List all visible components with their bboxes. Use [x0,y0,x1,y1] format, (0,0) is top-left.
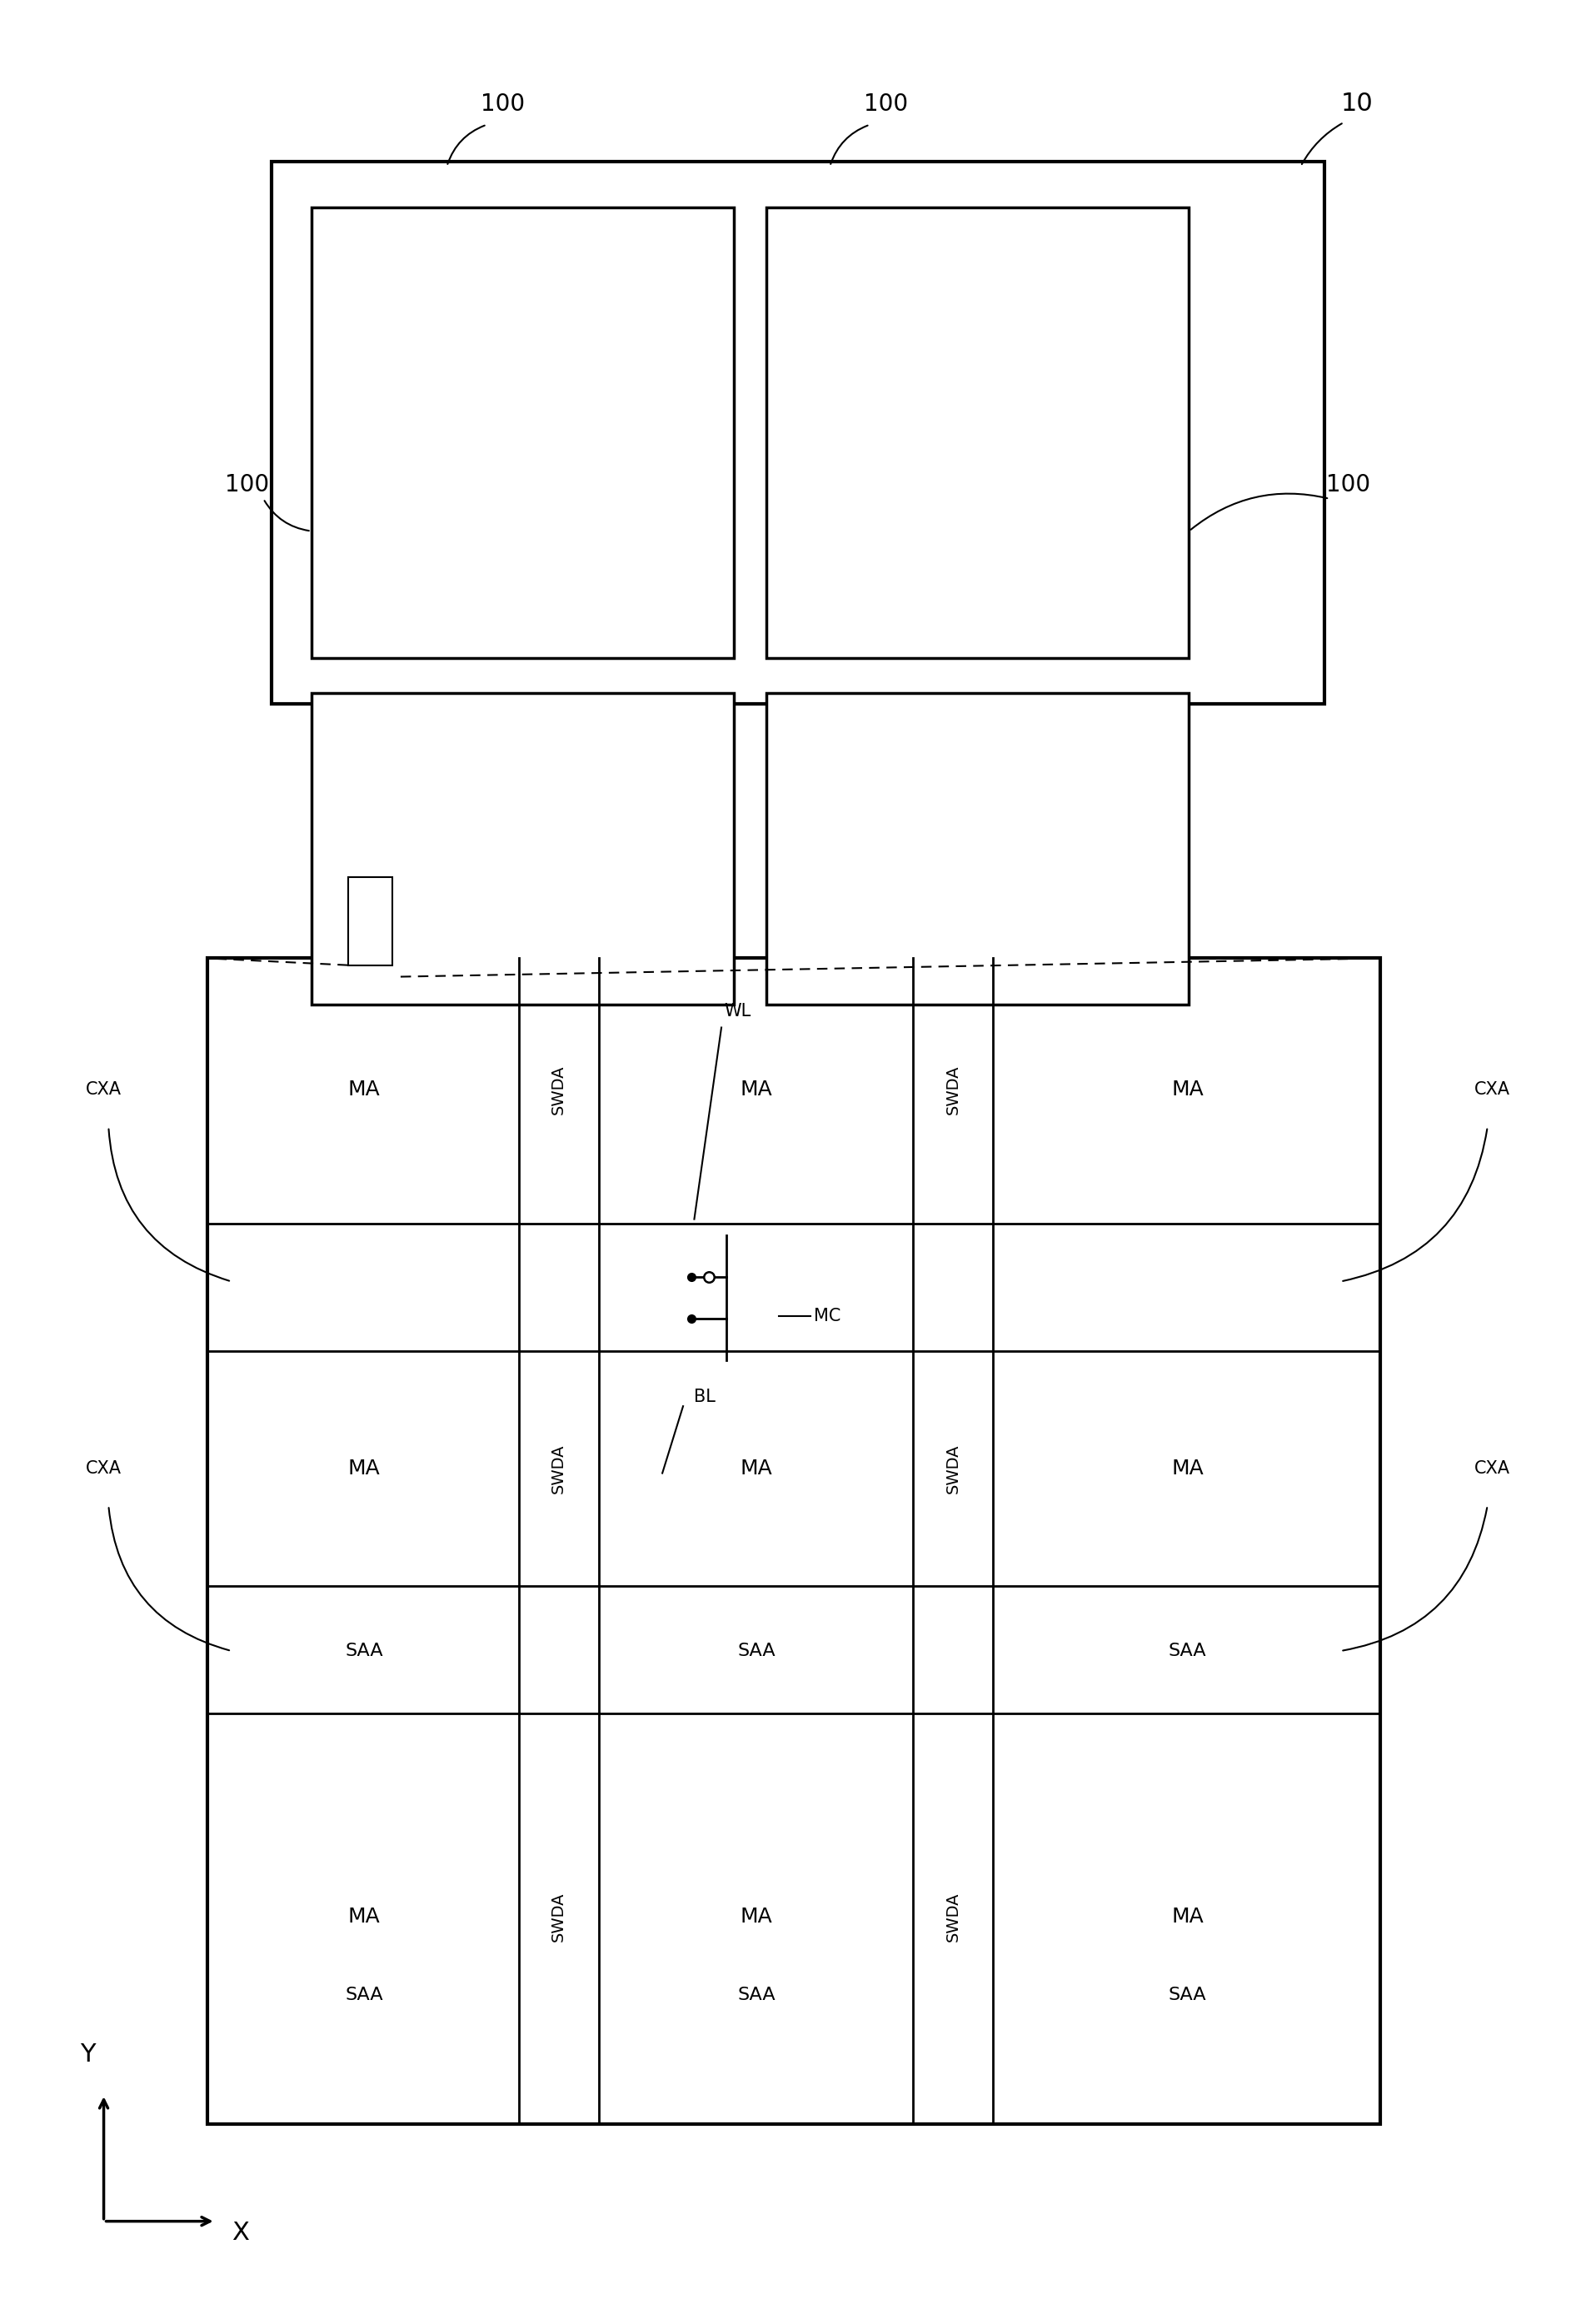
Text: CXA: CXA [86,1459,121,1478]
Text: CXA: CXA [1475,1081,1510,1099]
Text: SAA: SAA [1168,1986,1207,2004]
Bar [766,693,1189,1004]
Text: MA: MA [741,1459,772,1478]
Text: 100: 100 [1326,473,1371,496]
Text: SWDA: SWDA [551,1891,567,1942]
Text: CXA: CXA [86,1081,121,1099]
Text: MA: MA [348,1459,380,1478]
Text: MA: MA [1171,1907,1203,1926]
Text: MA: MA [1171,1459,1203,1478]
Text: MA: MA [348,1907,380,1926]
Text: Y: Y [80,2043,96,2067]
Bar [311,693,734,1004]
Bar [348,877,393,965]
Text: MA: MA [741,1907,772,1926]
Text: SAA: SAA [737,1986,776,2004]
Text: BL: BL [694,1388,717,1406]
Text: MC: MC [814,1307,841,1325]
Text: X: X [231,2221,249,2244]
Bar [207,958,1381,2124]
Text: 100: 100 [480,92,525,115]
Text: CXA: CXA [1475,1459,1510,1478]
Text: MA: MA [741,1081,772,1099]
Text: MA: MA [1171,1081,1203,1099]
Text: SWDA: SWDA [551,1064,567,1115]
Text: SWDA: SWDA [945,1891,961,1942]
Text: 100: 100 [863,92,908,115]
Text: WL: WL [725,1002,750,1021]
Text: SAA: SAA [345,1986,383,2004]
Text: SAA: SAA [737,1642,776,1660]
Text: SAA: SAA [1168,1642,1207,1660]
Text: SWDA: SWDA [945,1064,961,1115]
Text: SWDA: SWDA [945,1443,961,1494]
Bar [271,162,1325,704]
Text: 100: 100 [225,473,270,496]
Bar [311,208,734,658]
Text: 10: 10 [1341,92,1373,115]
Text: MA: MA [348,1081,380,1099]
Text: SAA: SAA [345,1642,383,1660]
Bar [766,208,1189,658]
Text: SWDA: SWDA [551,1443,567,1494]
